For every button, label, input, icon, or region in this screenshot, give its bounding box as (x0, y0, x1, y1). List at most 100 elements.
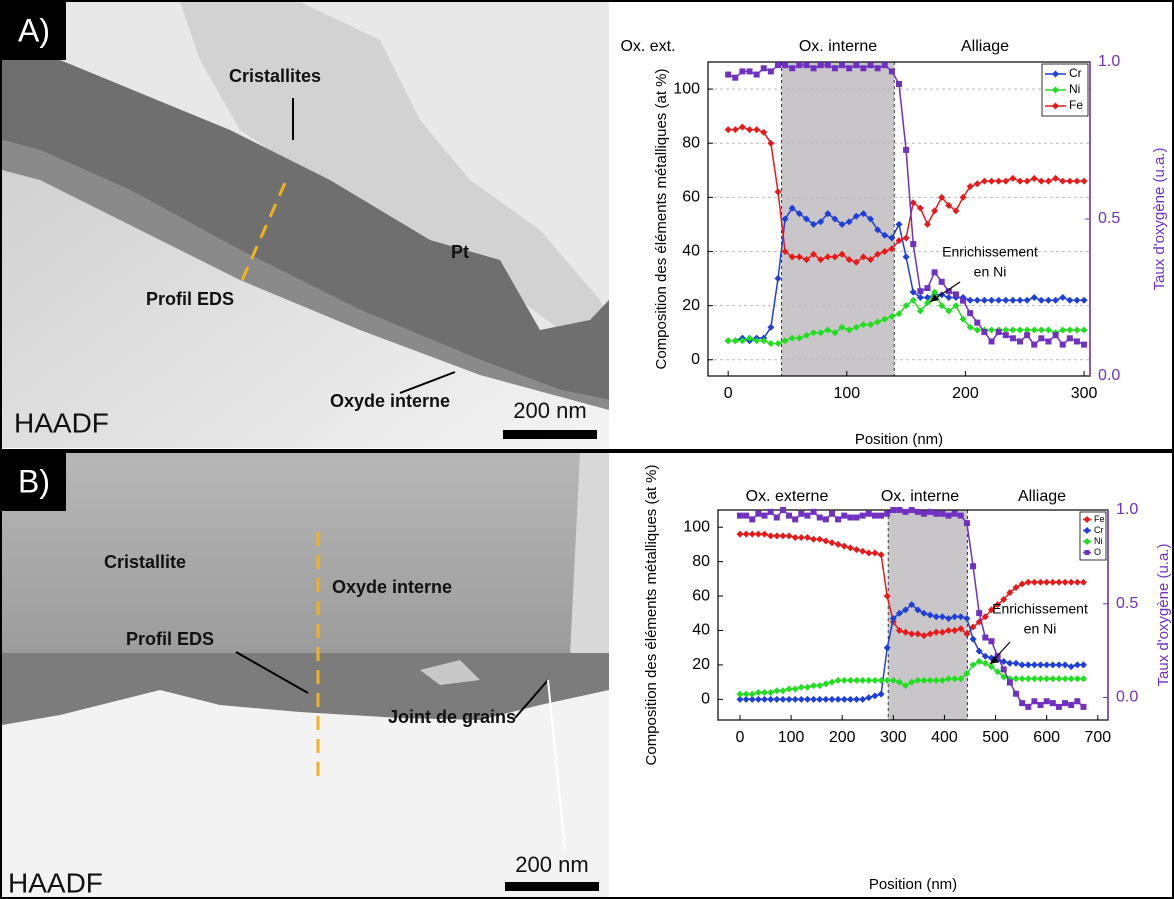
data-point (738, 337, 746, 345)
data-point (810, 250, 818, 258)
data-point (859, 676, 867, 684)
zone-label: Alliage (961, 38, 1009, 55)
data-point (853, 676, 861, 684)
data-point (976, 610, 983, 617)
data-point (1030, 294, 1038, 301)
data-point (853, 514, 860, 521)
data-point (895, 678, 903, 686)
data-point (1067, 578, 1075, 586)
y2-axis-title: Taux d'oxygène (u.a.) (1151, 148, 1168, 291)
data-point (1061, 661, 1069, 669)
data-point (1019, 700, 1026, 707)
data-point (1009, 326, 1017, 334)
data-point (909, 296, 917, 304)
data-point (1080, 326, 1088, 334)
data-point (938, 278, 945, 285)
data-point (831, 253, 839, 261)
data-point (788, 334, 796, 342)
data-point (816, 535, 824, 543)
data-point (773, 514, 780, 521)
y-tick-label: 60 (682, 189, 700, 206)
data-point (760, 65, 767, 72)
data-point (1012, 659, 1020, 667)
data-point (1074, 698, 1081, 705)
data-point (1055, 703, 1062, 710)
data-point (895, 220, 903, 228)
data-point (753, 126, 761, 134)
data-point (1073, 177, 1081, 185)
data-point (920, 676, 928, 684)
legend-label: Fe (1094, 514, 1105, 524)
data-point (916, 294, 924, 301)
data-point (966, 183, 974, 191)
data-point (845, 326, 853, 334)
data-point (1024, 578, 1032, 586)
data-point (1037, 661, 1045, 669)
data-point (791, 695, 799, 703)
y-tick-label: 80 (692, 553, 710, 570)
data-point (963, 520, 970, 527)
data-point (1037, 702, 1044, 708)
data-point (1030, 174, 1038, 182)
data-point (1080, 296, 1088, 304)
data-point (867, 256, 875, 264)
data-point (846, 65, 853, 72)
data-point (810, 682, 818, 690)
micrograph (2, 453, 609, 897)
data-point (746, 126, 754, 134)
image-mode: HAADF (14, 407, 109, 438)
data-point (877, 676, 885, 684)
scale-bar-label: 200 nm (513, 398, 586, 423)
data-point (952, 207, 960, 215)
data-point (731, 337, 739, 345)
data-point (1009, 335, 1016, 342)
data-point (969, 661, 977, 669)
data-point (1043, 698, 1050, 705)
data-point (881, 62, 888, 69)
data-point (988, 638, 995, 645)
data-point (981, 329, 988, 336)
data-point (732, 74, 739, 81)
data-point (853, 695, 861, 703)
data-point (1030, 326, 1038, 334)
data-point (1073, 661, 1081, 669)
data-point (995, 177, 1003, 185)
data-point (931, 269, 938, 276)
data-point (871, 549, 879, 557)
data-point (834, 676, 842, 684)
data-point (1031, 341, 1038, 348)
data-point (1062, 700, 1069, 707)
data-point (889, 614, 897, 622)
data-point (1066, 326, 1074, 334)
image-annotation: Cristallite (104, 552, 186, 572)
x-tick-label: 700 (1084, 729, 1111, 746)
data-point (988, 326, 996, 334)
data-point (932, 628, 940, 636)
data-point (1049, 675, 1057, 683)
data-point (931, 288, 939, 296)
data-point (945, 307, 953, 315)
data-point (828, 678, 836, 686)
data-point (760, 128, 768, 136)
data-point (966, 323, 974, 331)
data-point (981, 652, 989, 660)
x-tick-label: 300 (1071, 385, 1098, 402)
data-point (773, 687, 781, 695)
data-point (1073, 578, 1081, 586)
data-point (838, 220, 846, 228)
data-point (846, 544, 854, 552)
annotation-arrowhead (930, 294, 939, 302)
data-point (779, 532, 787, 540)
data-point (909, 199, 917, 207)
zone-label: Ox. interne (881, 488, 959, 505)
data-point (902, 628, 910, 636)
data-point (838, 323, 846, 331)
data-point (1030, 661, 1038, 669)
data-point (1049, 578, 1057, 586)
legend-label: Cr (1094, 525, 1104, 535)
data-point (1052, 296, 1060, 304)
data-point (736, 530, 744, 538)
data-point (914, 630, 922, 638)
data-point (951, 675, 959, 683)
data-point (788, 253, 796, 261)
